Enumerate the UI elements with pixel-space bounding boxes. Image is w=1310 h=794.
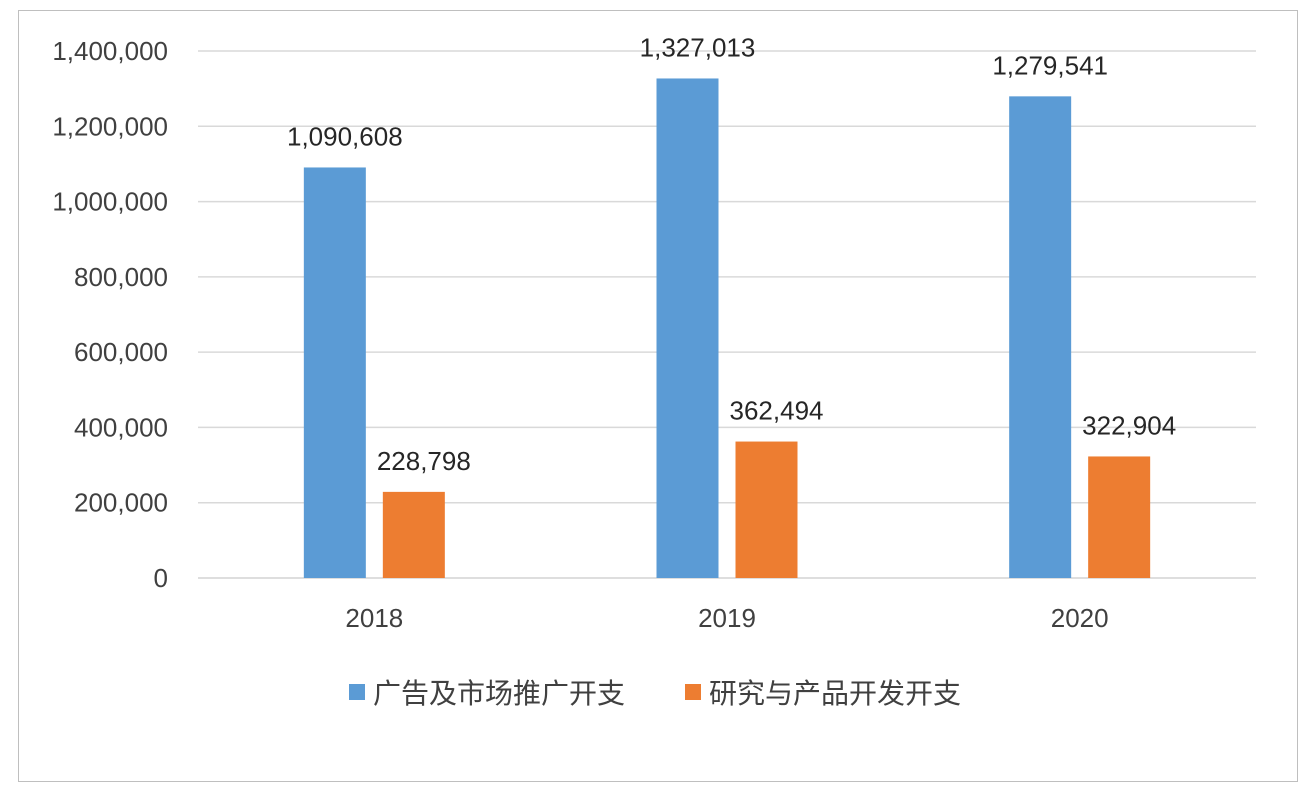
bar-advertising-2018[interactable] [303, 167, 366, 578]
data-label: 228,798 [377, 446, 471, 476]
legend-item-rnd[interactable]: 研究与产品开发开支 [685, 672, 961, 712]
y-tick-label: 1,400,000 [52, 36, 168, 66]
bar-advertising-2020[interactable] [1009, 96, 1072, 578]
data-label: 1,327,013 [640, 32, 756, 62]
x-tick-label: 2018 [345, 603, 403, 633]
y-tick-label: 400,000 [74, 412, 168, 442]
legend-label-rnd: 研究与产品开发开支 [709, 677, 962, 710]
bar-advertising-2019[interactable] [656, 78, 719, 578]
bar-rnd-2018[interactable] [382, 491, 445, 578]
x-axis-tick-labels: 2018 2019 2020 [345, 603, 1108, 633]
legend-swatch-advertising [348, 684, 365, 700]
gridlines [198, 50, 1256, 579]
x-tick-label: 2020 [1051, 603, 1109, 633]
data-label: 1,279,541 [992, 50, 1108, 80]
data-labels: 1,090,608 228,798 1,327,013 362,494 1,279,54… [287, 32, 1176, 475]
bars [303, 78, 1151, 578]
data-label: 362,494 [730, 396, 824, 426]
data-label: 1,090,608 [287, 121, 403, 151]
y-tick-label: 800,000 [74, 262, 168, 292]
y-tick-label: 1,000,000 [52, 187, 168, 217]
y-tick-label: 1,200,000 [52, 111, 168, 141]
data-label: 322,904 [1082, 410, 1176, 440]
y-axis-tick-labels: 0 200,000 400,000 600,000 800,000 1,000,000 1,… [52, 36, 168, 593]
legend-swatch-rnd [685, 684, 701, 700]
y-tick-label: 0 [154, 563, 168, 593]
bar-rnd-2019[interactable] [735, 441, 798, 578]
y-tick-label: 600,000 [74, 337, 168, 367]
bar-rnd-2020[interactable] [1088, 456, 1151, 578]
legend: 广告及市场推广开支 研究与产品开发开支 [0, 672, 1310, 712]
legend-item-advertising[interactable]: 广告及市场推广开支 [348, 672, 625, 712]
x-tick-label: 2019 [698, 603, 756, 633]
y-tick-label: 200,000 [74, 488, 168, 518]
legend-label-advertising: 广告及市场推广开支 [372, 677, 625, 710]
